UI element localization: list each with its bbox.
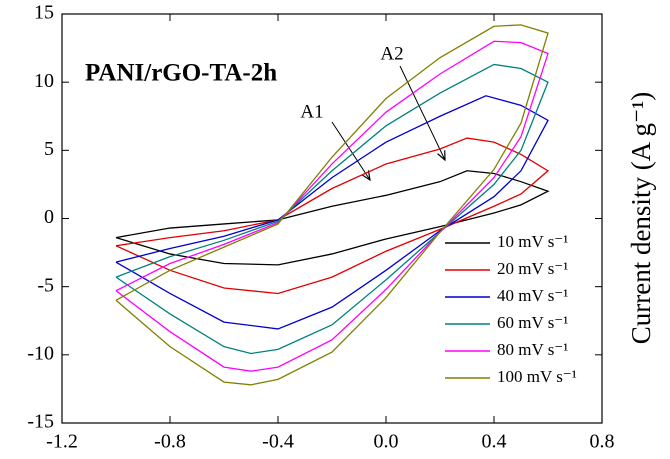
legend-label: 10 mV s⁻¹ — [497, 232, 568, 251]
x-tick-label: 0.8 — [590, 431, 615, 453]
y-tick-label: -5 — [37, 274, 54, 296]
legend-label: 100 mV s⁻¹ — [497, 367, 577, 386]
cv-curve — [115, 24, 549, 386]
y-tick-label: 5 — [44, 138, 54, 160]
cv-curve — [115, 137, 550, 295]
annotation: A1 — [300, 101, 323, 122]
x-tick-label: 0.4 — [482, 431, 507, 453]
x-tick-label: -0.8 — [154, 431, 186, 453]
cv-curve — [115, 95, 549, 330]
legend-label: 20 mV s⁻¹ — [497, 259, 568, 278]
cv-curve — [115, 63, 549, 355]
y-axis-label: Current density (A g⁻¹) — [626, 92, 656, 345]
y-tick-label: 0 — [44, 206, 54, 228]
y-tick-label: 10 — [34, 70, 54, 92]
annotation: A2 — [380, 43, 403, 64]
legend-label: 60 mV s⁻¹ — [497, 313, 568, 332]
legend-label: 40 mV s⁻¹ — [497, 286, 568, 305]
legend-label: 80 mV s⁻¹ — [497, 340, 568, 359]
x-tick-label: 0.0 — [374, 431, 399, 453]
y-tick-label: 15 — [34, 2, 54, 24]
x-tick-label: -1.2 — [46, 431, 78, 453]
y-tick-label: -15 — [27, 411, 54, 433]
cv-curve — [115, 170, 550, 266]
chart-title: PANI/rGO-TA-2h — [85, 60, 277, 87]
arrow — [331, 121, 370, 180]
x-tick-label: -0.4 — [262, 431, 294, 453]
y-tick-label: -10 — [27, 342, 54, 364]
